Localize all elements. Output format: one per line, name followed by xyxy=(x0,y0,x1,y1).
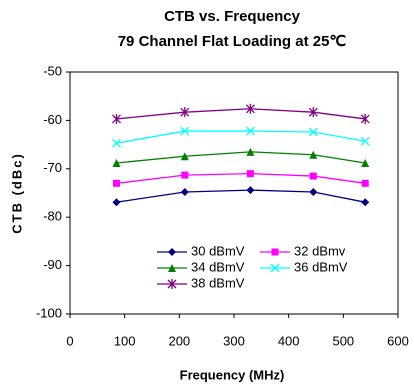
chart-subtitle: 79 Channel Flat Loading at 25℃ xyxy=(118,33,347,50)
marker xyxy=(361,198,370,207)
x-tick-label: 300 xyxy=(223,333,245,348)
series-line xyxy=(116,108,366,120)
marker xyxy=(180,188,189,197)
marker xyxy=(180,126,190,136)
y-tick-label: -80 xyxy=(43,209,62,224)
legend-marker xyxy=(167,279,177,289)
series-line xyxy=(116,151,366,164)
marker xyxy=(112,113,121,124)
marker xyxy=(112,179,120,187)
marker xyxy=(245,126,255,136)
series-line xyxy=(116,189,366,203)
y-tick-label: -100 xyxy=(36,305,62,320)
legend-marker xyxy=(271,248,279,256)
marker xyxy=(308,107,318,118)
x-tick-label: 600 xyxy=(387,333,409,348)
x-tick-label: 400 xyxy=(278,333,300,348)
y-tick-label: -90 xyxy=(43,257,62,272)
marker xyxy=(360,136,370,146)
x-tick-label: 100 xyxy=(114,333,136,348)
marker xyxy=(246,186,255,195)
legend-label: 32 dBmv xyxy=(294,243,346,258)
marker xyxy=(112,158,121,167)
marker xyxy=(361,158,370,167)
legend-label: 30 dBmV xyxy=(191,243,245,258)
marker xyxy=(360,113,370,124)
series-line xyxy=(116,130,366,144)
legend-marker xyxy=(168,248,176,256)
marker xyxy=(246,170,254,178)
y-tick-label: -70 xyxy=(43,160,62,175)
marker xyxy=(308,127,318,137)
legend-label: 34 dBmV xyxy=(191,259,245,274)
x-tick-label: 200 xyxy=(168,333,190,348)
marker xyxy=(245,103,255,114)
y-axis-label: CTB (dBc) xyxy=(9,152,24,234)
marker xyxy=(361,179,369,187)
legend-label: 36 dBmV xyxy=(294,259,348,274)
x-tick-label: 500 xyxy=(332,333,354,348)
legend-marker xyxy=(270,263,280,273)
marker xyxy=(181,171,189,179)
legend-label: 38 dBmV xyxy=(191,275,245,290)
legend-marker xyxy=(168,264,176,272)
marker xyxy=(309,150,318,159)
series-line xyxy=(116,172,366,184)
marker xyxy=(112,198,121,207)
marker xyxy=(180,152,189,161)
marker xyxy=(309,188,318,197)
y-tick-label: -50 xyxy=(43,63,62,78)
x-axis-label: Frequency (MHz) xyxy=(180,367,285,382)
marker xyxy=(112,138,121,148)
chart-title: CTB vs. Frequency xyxy=(164,8,301,25)
y-tick-label: -60 xyxy=(43,112,62,127)
marker xyxy=(246,147,255,156)
x-tick-label: 0 xyxy=(66,333,73,348)
marker xyxy=(180,107,190,118)
marker xyxy=(309,172,317,180)
